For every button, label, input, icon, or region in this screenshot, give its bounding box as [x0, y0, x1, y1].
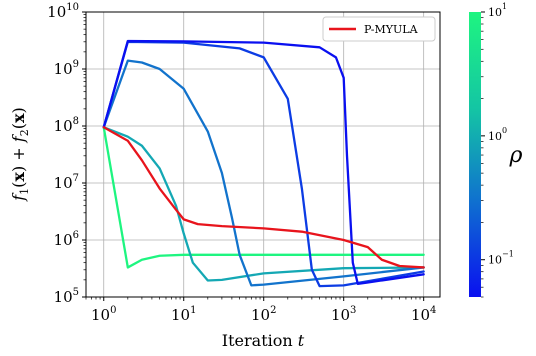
y-tick-label: 106 — [54, 230, 79, 249]
y-tick-label: 105 — [54, 287, 79, 306]
x-tick-label: 101 — [171, 305, 196, 324]
series-line-rho-3 — [102, 59, 425, 287]
colorbar-label: ρ — [509, 143, 523, 168]
plot-frame — [85, 11, 441, 298]
y-tick-label: 108 — [54, 116, 79, 135]
legend-label: P-MYULA — [364, 23, 419, 36]
y-tick-label: 1010 — [47, 2, 79, 21]
colorbar-ticks: 10−1 100 101 — [481, 2, 514, 298]
legend-box — [322, 16, 436, 42]
x-axis: 100 101 102 103 104 — [85, 297, 436, 324]
series-line-rho-2 — [102, 126, 425, 282]
colorbar-gradient — [469, 12, 481, 297]
colorbar-tick-label: 100 — [488, 126, 507, 143]
y-tick-label: 109 — [54, 59, 79, 78]
colorbar: 10−1 100 101 ρ — [469, 2, 523, 298]
y-axis: 105 106 107 108 109 1010 — [47, 2, 86, 306]
legend: P-MYULA — [322, 16, 436, 42]
colorbar-tick-label: 10−1 — [488, 250, 514, 267]
x-tick-label: 100 — [91, 305, 116, 324]
x-axis-label: Iteration t — [222, 331, 305, 350]
series-layer — [102, 39, 425, 288]
x-tick-label: 103 — [331, 305, 356, 324]
x-tick-label: 104 — [411, 305, 436, 324]
series-line-rho-1 — [102, 126, 425, 269]
series-line-rho-5 — [102, 39, 425, 286]
y-tick-label: 107 — [54, 173, 79, 192]
x-tick-label: 102 — [251, 305, 276, 324]
y-axis-label: f1(x) + f2(x) — [9, 107, 31, 202]
series-line-p-myula — [102, 126, 425, 269]
colorbar-tick-label: 101 — [488, 2, 507, 19]
